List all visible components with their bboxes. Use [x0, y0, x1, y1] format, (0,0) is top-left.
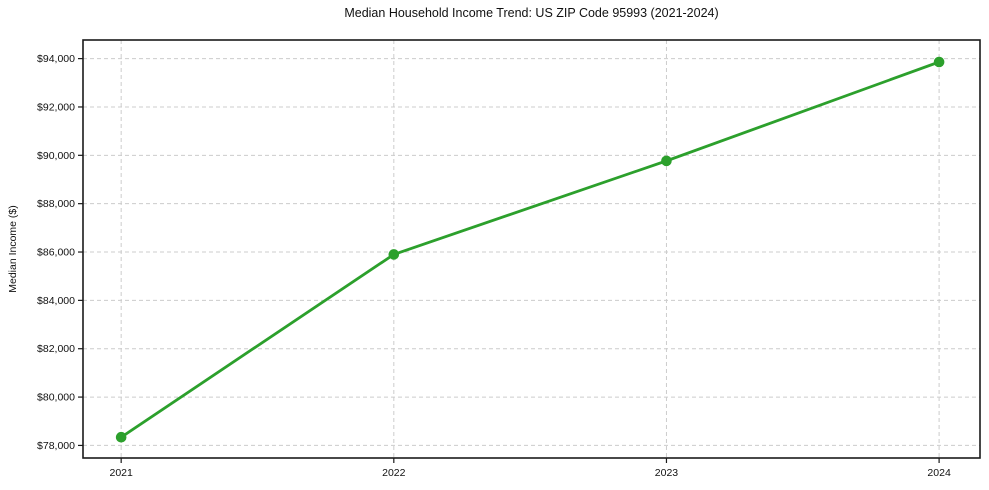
y-tick-label: $80,000 [37, 392, 75, 404]
plot-frame [82, 39, 981, 459]
y-tick-label: $94,000 [37, 53, 75, 65]
x-tick-label: 2023 [655, 467, 679, 479]
series-line [119, 60, 941, 439]
y-tick-label: $84,000 [37, 295, 75, 307]
y-tick-label: $88,000 [37, 198, 75, 210]
y-tick-label: $90,000 [37, 150, 75, 162]
plot-area [83, 40, 980, 458]
y-tick-label: $86,000 [37, 247, 75, 259]
x-tick-label: 2024 [927, 467, 951, 479]
x-tick-label: 2021 [109, 467, 133, 479]
data-point [661, 155, 672, 167]
y-tick-label: $82,000 [37, 343, 75, 355]
data-point [115, 431, 127, 443]
chart-title: Median Household Income Trend: US ZIP Co… [344, 6, 719, 20]
data-point [933, 56, 945, 68]
y-tick-label: $92,000 [37, 101, 75, 113]
x-tick-label: 2022 [382, 467, 406, 479]
y-tick-label: $78,000 [37, 440, 75, 452]
data-point [388, 249, 400, 260]
